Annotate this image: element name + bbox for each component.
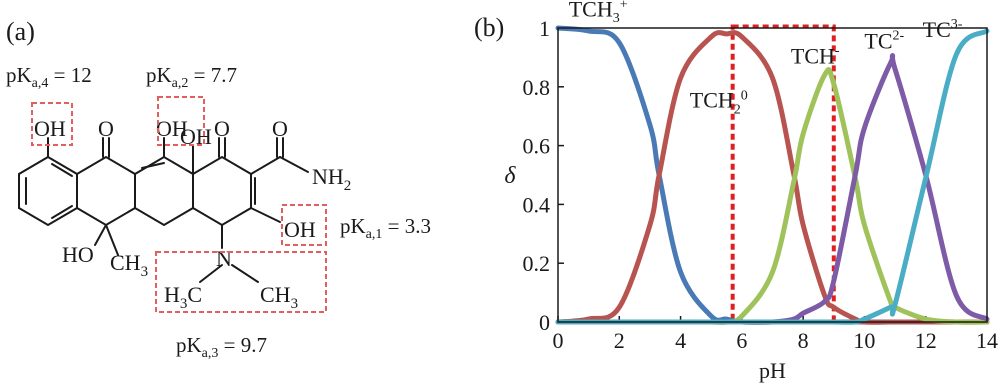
series-label-tch3: TCH3+: [569, 0, 628, 26]
pka3-label: pKa,3 = 9.7: [176, 333, 267, 361]
atom-oh-enol: OH: [156, 116, 188, 141]
x-tick-label: 10: [853, 328, 875, 353]
atom-ch3b: CH3: [260, 282, 298, 312]
x-tick-label: 8: [798, 328, 809, 353]
y-tick-label: 0.4: [523, 192, 551, 217]
atom-oh-ring-a: OH: [284, 217, 316, 242]
atom-h3c: H3C: [164, 282, 202, 312]
atom-o-right: O: [214, 116, 230, 141]
panel-b-label: (b): [474, 13, 504, 42]
x-tick-label: 14: [976, 328, 998, 353]
pka1-label: pKa,1 = 3.3: [340, 214, 431, 242]
panel-a-structure: (a) pKa,4 = 12 pKa,2 = 7.7: [0, 0, 480, 383]
box-oh-phenol: [31, 102, 73, 146]
atom-ch3: CH3: [110, 250, 148, 280]
y-tick-label: 0.2: [523, 251, 551, 276]
y-tick-label: 0.6: [523, 134, 551, 159]
x-tick-label: 4: [675, 328, 686, 353]
x-axis-label: pH: [759, 358, 786, 383]
tetracycline-structure: (a) pKa,4 = 12 pKa,2 = 7.7: [6, 17, 431, 361]
panel-a-label: (a): [6, 17, 35, 46]
x-tick-label: 2: [614, 328, 625, 353]
atom-o-amide: O: [272, 116, 288, 141]
series-line-tch2: [555, 30, 990, 325]
series-label-tc3: TC3-: [923, 17, 963, 42]
series-label-tch2: TCH20: [690, 87, 748, 117]
panel-b-chart: (b) 0 2 4 6 8 10 12 14 0 0.2 0.4 0.6 0.8 1 TCH3+ TCH20…: [470, 0, 1005, 383]
box-oh-enol: [157, 96, 205, 146]
ring-bonds: [18, 137, 309, 283]
axis-layer: 0 2 4 6 8 10 12 14 0 0.2 0.4 0.6 0.8 1: [523, 16, 999, 353]
series-layer: [555, 25, 990, 325]
speciation-chart: (b) 0 2 4 6 8 10 12 14 0 0.2 0.4 0.6 0.8 1 TCH3+ TCH20…: [474, 0, 999, 383]
x-tick-label: 6: [736, 328, 747, 353]
x-tick-label: 12: [915, 328, 937, 353]
atom-nh2: NH2: [312, 164, 351, 194]
y-tick-label: 0: [539, 310, 550, 335]
series-label-layer: TCH3+ TCH20 TCH- TC2- TC3-: [569, 0, 963, 117]
highlight-box: [730, 24, 836, 325]
y-tick-label: 1: [539, 16, 550, 41]
atom-oh-phenol: OH: [34, 116, 66, 141]
highlight-layer: [730, 24, 836, 325]
atom-ho: HO: [62, 242, 94, 267]
atom-o-left: O: [98, 116, 114, 141]
series-label-tch: TCH-: [791, 43, 840, 68]
x-tick-label: 0: [553, 328, 564, 353]
y-tick-label: 0.8: [523, 75, 551, 100]
series-label-tc2: TC2-: [864, 29, 904, 54]
plot-frame: [557, 27, 988, 323]
pka4-label: pKa,4 = 12: [6, 63, 92, 91]
box-oh-ring-a: [281, 204, 327, 246]
y-axis-label: δ: [504, 163, 516, 189]
pka2-label: pKa,2 = 7.7: [146, 63, 237, 91]
box-dimethylamino: [155, 251, 327, 313]
atom-n: N: [216, 246, 232, 271]
